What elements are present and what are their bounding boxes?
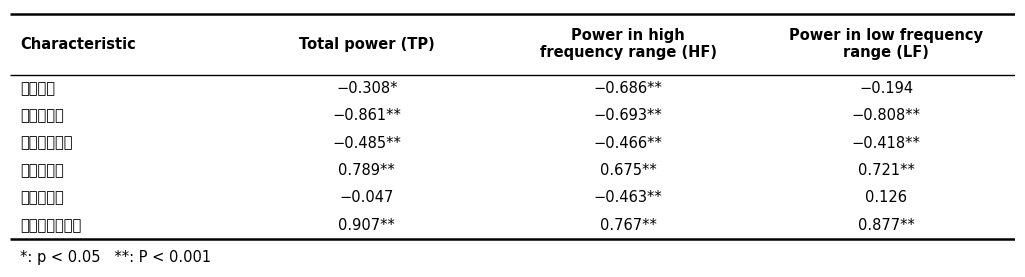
- Text: −0.693**: −0.693**: [593, 108, 662, 123]
- Text: 스트레스: 스트레스: [20, 81, 55, 96]
- Text: −0.463**: −0.463**: [593, 190, 662, 205]
- Text: Power in high
frequency range (HF): Power in high frequency range (HF): [539, 28, 716, 60]
- Text: 0.767**: 0.767**: [600, 218, 656, 233]
- Text: −0.861**: −0.861**: [332, 108, 401, 123]
- Text: 자율신경나이: 자율신경나이: [20, 136, 73, 151]
- Text: 0.721**: 0.721**: [858, 163, 914, 178]
- Text: −0.686**: −0.686**: [593, 81, 662, 96]
- Text: 0.789**: 0.789**: [338, 163, 396, 178]
- Text: 심장건강도: 심장건강도: [20, 163, 64, 178]
- Text: 0.675**: 0.675**: [600, 163, 656, 178]
- Text: Characteristic: Characteristic: [20, 37, 136, 52]
- Text: −0.466**: −0.466**: [593, 136, 662, 151]
- Text: Power in low frequency
range (LF): Power in low frequency range (LF): [789, 28, 983, 60]
- Text: *: p < 0.05   **: P < 0.001: *: p < 0.05 **: P < 0.001: [20, 250, 211, 265]
- Text: Total power (TP): Total power (TP): [299, 37, 435, 52]
- Text: −0.485**: −0.485**: [332, 136, 401, 151]
- Text: −0.808**: −0.808**: [852, 108, 920, 123]
- Text: −0.194: −0.194: [859, 81, 913, 96]
- Text: 0.126: 0.126: [865, 190, 907, 205]
- Text: 자율신경건강도: 자율신경건강도: [20, 218, 82, 233]
- Text: 0.907**: 0.907**: [338, 218, 396, 233]
- Text: 누적피로도: 누적피로도: [20, 108, 64, 123]
- Text: 신체활력도: 신체활력도: [20, 190, 64, 205]
- Text: −0.308*: −0.308*: [336, 81, 398, 96]
- Text: −0.047: −0.047: [339, 190, 394, 205]
- Text: −0.418**: −0.418**: [852, 136, 920, 151]
- Text: 0.877**: 0.877**: [858, 218, 914, 233]
